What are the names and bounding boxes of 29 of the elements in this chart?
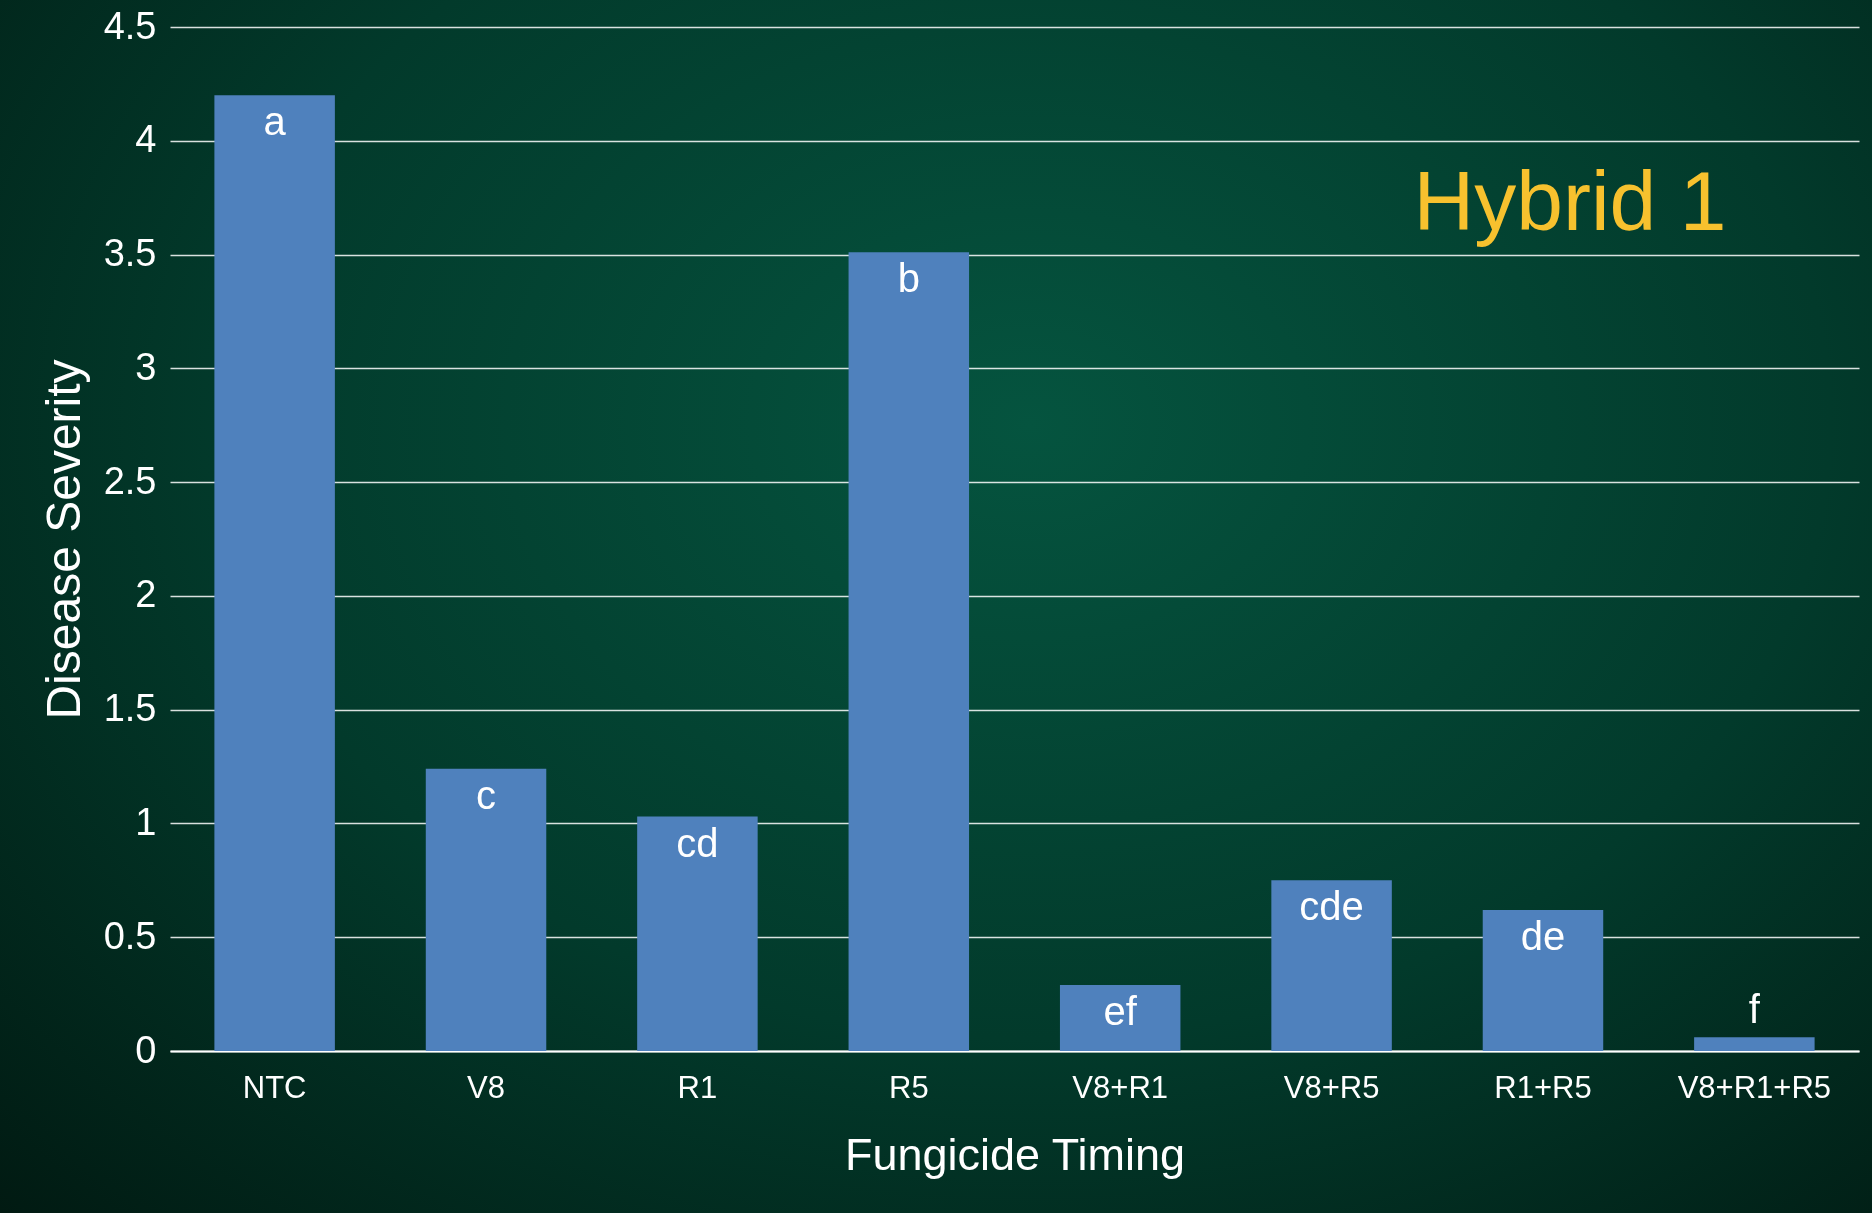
y-tick-label: 2.5 bbox=[103, 459, 157, 502]
annotation: f bbox=[1748, 987, 1761, 1032]
annotation: a bbox=[263, 99, 287, 144]
annotation: c bbox=[476, 772, 497, 817]
y-tick-label: 4.5 bbox=[103, 4, 157, 47]
x-axis-title: Fungicide Timing bbox=[844, 1128, 1186, 1180]
x-tick-label: V8+R5 bbox=[1283, 1069, 1380, 1105]
x-tick-label: R5 bbox=[888, 1069, 929, 1105]
y-tick-label: 1.5 bbox=[103, 687, 157, 730]
y-tick-label: 3 bbox=[135, 345, 157, 388]
x-tick-label: R1 bbox=[677, 1069, 718, 1105]
annotation: de bbox=[1520, 913, 1566, 958]
y-tick-label: 2 bbox=[135, 573, 157, 616]
annotation: b bbox=[897, 256, 920, 301]
y-tick-label: 0 bbox=[135, 1028, 157, 1071]
y-tick-label: 3.5 bbox=[103, 232, 157, 275]
x-tick-label: V8+R1 bbox=[1072, 1069, 1169, 1105]
annotation: cd bbox=[676, 820, 719, 865]
x-tick-label: V8+R1+R5 bbox=[1677, 1069, 1832, 1105]
y-tick-label: 0.5 bbox=[103, 914, 157, 957]
y-axis-title: Disease Severity bbox=[36, 359, 90, 720]
x-tick-label: NTC bbox=[242, 1069, 307, 1105]
y-tick-label: 1 bbox=[135, 800, 157, 843]
x-tick-label: R1+R5 bbox=[1494, 1069, 1592, 1105]
text: Hybrid 1 bbox=[1413, 154, 1727, 248]
annotation: ef bbox=[1103, 989, 1138, 1034]
annotation: cde bbox=[1299, 884, 1364, 929]
x-tick-label: V8 bbox=[467, 1069, 505, 1105]
y-tick-label: 4 bbox=[135, 118, 157, 161]
